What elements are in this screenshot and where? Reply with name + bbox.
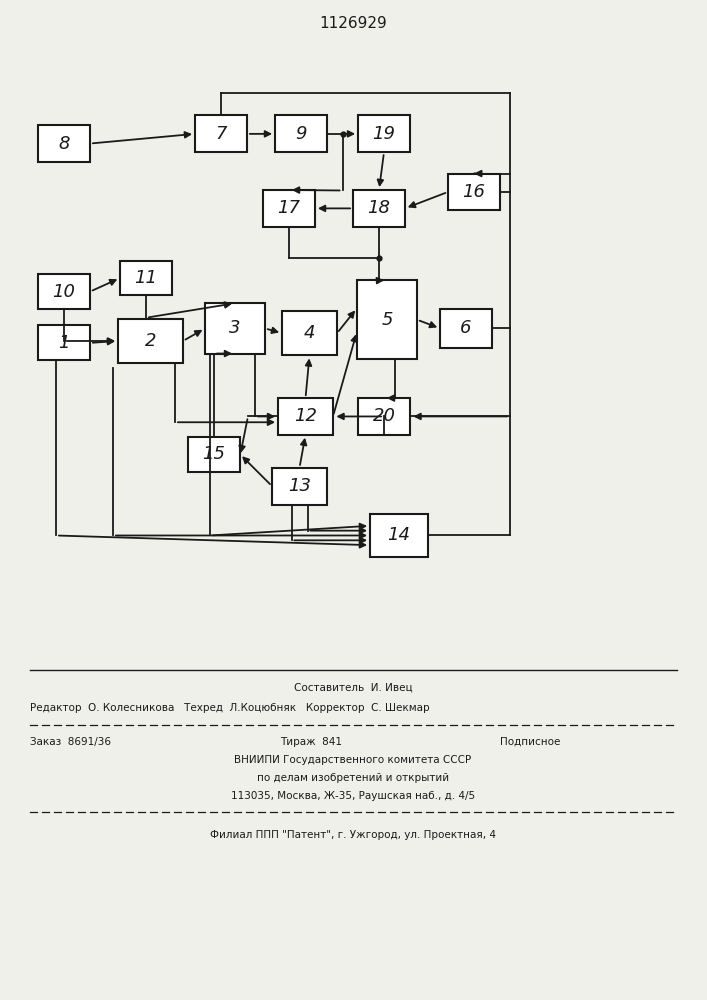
Bar xyxy=(358,398,410,435)
Text: 18: 18 xyxy=(368,199,390,217)
Text: 9: 9 xyxy=(296,125,307,143)
Bar xyxy=(120,261,172,295)
Bar xyxy=(275,115,327,152)
Bar xyxy=(205,303,265,354)
Text: Редактор  О. Колесникова   Техред  Л.Коцюбняк   Корректор  С. Шекмар: Редактор О. Колесникова Техред Л.Коцюбня… xyxy=(30,703,430,713)
Text: ВНИИПИ Государственного комитета СССР: ВНИИПИ Государственного комитета СССР xyxy=(235,755,472,765)
Bar xyxy=(370,514,428,557)
Bar xyxy=(263,190,315,227)
Text: 12: 12 xyxy=(294,407,317,425)
Bar xyxy=(278,398,333,435)
Text: 3: 3 xyxy=(229,319,241,337)
Text: 11: 11 xyxy=(134,269,158,287)
Text: 10: 10 xyxy=(52,283,76,301)
Bar xyxy=(358,115,410,152)
Text: 17: 17 xyxy=(278,199,300,217)
Text: Тираж  841: Тираж 841 xyxy=(280,737,342,747)
Text: 1: 1 xyxy=(58,334,70,352)
Text: 8: 8 xyxy=(58,135,70,153)
Bar xyxy=(353,190,405,227)
Bar xyxy=(272,468,327,505)
Text: 4: 4 xyxy=(304,324,315,342)
Bar xyxy=(38,125,90,162)
Text: 13: 13 xyxy=(288,477,311,495)
Text: 2: 2 xyxy=(145,332,156,350)
Text: 20: 20 xyxy=(373,407,395,425)
Text: 5: 5 xyxy=(381,311,393,329)
Bar xyxy=(195,115,247,152)
Text: по делам изобретений и открытий: по делам изобретений и открытий xyxy=(257,773,449,783)
Bar xyxy=(38,274,90,309)
Bar xyxy=(440,309,492,348)
Bar xyxy=(38,325,90,360)
Text: Подписное: Подписное xyxy=(500,737,561,747)
Text: Филиал ППП "Патент", г. Ужгород, ул. Проектная, 4: Филиал ППП "Патент", г. Ужгород, ул. Про… xyxy=(210,830,496,840)
Text: 16: 16 xyxy=(462,183,486,201)
Text: 15: 15 xyxy=(202,445,226,463)
Bar xyxy=(282,311,337,355)
Bar xyxy=(118,319,183,363)
Text: 6: 6 xyxy=(460,319,472,337)
Text: 1126929: 1126929 xyxy=(319,15,387,30)
Text: 113035, Москва, Ж-35, Раушская наб., д. 4/5: 113035, Москва, Ж-35, Раушская наб., д. … xyxy=(231,791,475,801)
Text: Составитель  И. Ивец: Составитель И. Ивец xyxy=(293,683,412,693)
Text: 19: 19 xyxy=(373,125,395,143)
Bar xyxy=(448,174,500,210)
Text: 14: 14 xyxy=(387,526,411,544)
Bar xyxy=(188,437,240,472)
Text: Заказ  8691/36: Заказ 8691/36 xyxy=(30,737,111,747)
Bar xyxy=(357,280,417,359)
Text: 7: 7 xyxy=(215,125,227,143)
